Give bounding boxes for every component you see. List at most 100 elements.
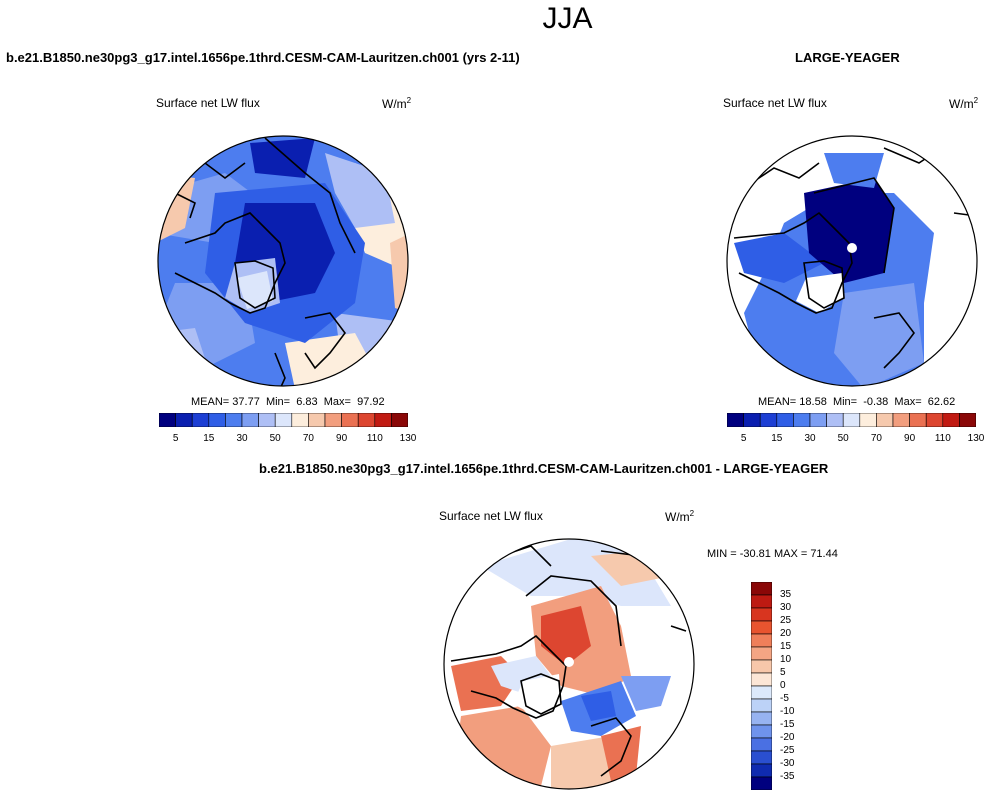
diff-variable-label: Surface net LW flux bbox=[439, 509, 543, 523]
colorbar-swatch bbox=[341, 413, 359, 427]
colorbar-tick-label: 10 bbox=[780, 654, 792, 665]
colorbar-tick-label: -20 bbox=[780, 732, 795, 743]
colorbar-swatch bbox=[751, 737, 772, 752]
colorbar-tick-label: -5 bbox=[780, 693, 789, 704]
colorbar-tick-label: 70 bbox=[870, 433, 882, 444]
colorbar-tick-label: 30 bbox=[804, 433, 816, 444]
colorbar-swatch bbox=[241, 413, 259, 427]
model-units-label: W/m2 bbox=[382, 96, 412, 111]
diff-units-label: W/m2 bbox=[665, 509, 695, 524]
colorbar-tick-label: 130 bbox=[967, 433, 985, 444]
obs-units-label: W/m2 bbox=[949, 96, 979, 111]
colorbar-tick-label: 30 bbox=[780, 602, 792, 613]
colorbar-swatch bbox=[826, 413, 844, 427]
colorbar-swatch bbox=[751, 685, 772, 700]
diff-polar-map bbox=[443, 538, 695, 790]
colorbar-tick-label: 90 bbox=[336, 433, 348, 444]
colorbar-swatch bbox=[159, 413, 176, 427]
colorbar-swatch bbox=[751, 711, 772, 726]
colorbar-tick-label: 130 bbox=[399, 433, 417, 444]
colorbar-tick-label: 110 bbox=[934, 433, 951, 444]
colorbar-swatch bbox=[357, 413, 376, 427]
model-colorbar-labels: 5 15 30 50 70 90 110 130 bbox=[159, 433, 417, 445]
colorbar-swatch bbox=[809, 413, 827, 427]
obs-variable-label: Surface net LW flux bbox=[723, 96, 827, 110]
model-variable-label: Surface net LW flux bbox=[156, 96, 260, 110]
colorbar-swatch bbox=[208, 413, 226, 427]
diff-case-title: b.e21.B1850.ne30pg3_g17.intel.1656pe.1th… bbox=[259, 461, 829, 476]
colorbar-swatch bbox=[859, 413, 877, 427]
obs-colorbar-labels: 5 15 30 50 70 90 110 130 bbox=[727, 433, 985, 445]
colorbar-swatch bbox=[909, 413, 927, 427]
colorbar-tick-label: 50 bbox=[269, 433, 281, 444]
colorbar-swatch bbox=[191, 413, 210, 427]
pole-marker bbox=[564, 657, 574, 667]
colorbar-swatch bbox=[225, 413, 243, 427]
colorbar-tick-label: -30 bbox=[780, 758, 795, 769]
colorbar-swatch bbox=[842, 413, 861, 427]
colorbar-swatch bbox=[751, 646, 772, 661]
colorbar-swatch bbox=[751, 750, 772, 765]
colorbar-swatch bbox=[751, 776, 772, 790]
model-stats: MEAN= 37.77 Min= 6.83 Max= 97.92 bbox=[191, 396, 385, 408]
diff-minmax: MIN = -30.81 MAX = 71.44 bbox=[707, 548, 838, 560]
diff-colorbar bbox=[751, 582, 772, 790]
colorbar-tick-label: 25 bbox=[780, 615, 792, 626]
colorbar-swatch bbox=[942, 413, 960, 427]
obs-colorbar bbox=[727, 413, 976, 427]
colorbar-swatch bbox=[258, 413, 276, 427]
colorbar-swatch bbox=[391, 413, 408, 427]
colorbar-swatch bbox=[793, 413, 811, 427]
colorbar-tick-label: -15 bbox=[780, 719, 795, 730]
model-polar-map bbox=[157, 135, 409, 387]
colorbar-swatch bbox=[751, 763, 772, 778]
colorbar-swatch bbox=[776, 413, 794, 427]
colorbar-swatch bbox=[751, 633, 772, 648]
colorbar-swatch bbox=[876, 413, 894, 427]
diff-colorbar-labels: 35 30 25 20 15 10 5 0 -5 -10 -15 -20 -25 -30 -35 bbox=[780, 582, 810, 790]
colorbar-swatch bbox=[751, 698, 772, 713]
colorbar-tick-label: 20 bbox=[780, 628, 792, 639]
colorbar-tick-label: 35 bbox=[780, 589, 792, 600]
colorbar-swatch bbox=[751, 620, 772, 635]
colorbar-tick-label: 15 bbox=[203, 433, 215, 444]
colorbar-tick-label: 5 bbox=[172, 433, 179, 444]
colorbar-swatch bbox=[751, 659, 772, 674]
colorbar-swatch bbox=[751, 582, 772, 596]
model-colorbar bbox=[159, 413, 408, 427]
colorbar-swatch bbox=[751, 724, 772, 739]
colorbar-swatch bbox=[751, 672, 772, 687]
colorbar-swatch bbox=[324, 413, 342, 427]
colorbar-swatch bbox=[959, 413, 976, 427]
colorbar-tick-label: 90 bbox=[904, 433, 916, 444]
colorbar-tick-label: -25 bbox=[780, 745, 795, 756]
colorbar-tick-label: 30 bbox=[236, 433, 248, 444]
pole-marker bbox=[847, 243, 857, 253]
obs-stats: MEAN= 18.58 Min= -0.38 Max= 62.62 bbox=[758, 396, 956, 408]
obs-polar-map bbox=[726, 135, 978, 387]
colorbar-swatch bbox=[374, 413, 392, 427]
colorbar-swatch bbox=[759, 413, 778, 427]
colorbar-tick-label: -10 bbox=[780, 706, 795, 717]
colorbar-tick-label: 15 bbox=[780, 641, 792, 652]
model-case-title: b.e21.B1850.ne30pg3_g17.intel.1656pe.1th… bbox=[6, 50, 520, 65]
colorbar-tick-label: 70 bbox=[302, 433, 314, 444]
colorbar-swatch bbox=[751, 607, 772, 622]
colorbar-swatch bbox=[925, 413, 944, 427]
colorbar-swatch bbox=[892, 413, 910, 427]
colorbar-tick-label: 0 bbox=[780, 680, 786, 691]
colorbar-swatch bbox=[291, 413, 309, 427]
colorbar-swatch bbox=[727, 413, 744, 427]
season-title: JJA bbox=[542, 2, 593, 35]
colorbar-swatch bbox=[175, 413, 193, 427]
colorbar-swatch bbox=[308, 413, 326, 427]
colorbar-tick-label: 110 bbox=[366, 433, 383, 444]
colorbar-tick-label: 50 bbox=[837, 433, 849, 444]
colorbar-tick-label: 15 bbox=[771, 433, 783, 444]
colorbar-tick-label: -35 bbox=[780, 771, 795, 782]
colorbar-tick-label: 5 bbox=[740, 433, 747, 444]
colorbar-swatch bbox=[743, 413, 761, 427]
colorbar-tick-label: 5 bbox=[780, 667, 786, 678]
colorbar-swatch bbox=[751, 594, 772, 609]
colorbar-swatch bbox=[274, 413, 293, 427]
